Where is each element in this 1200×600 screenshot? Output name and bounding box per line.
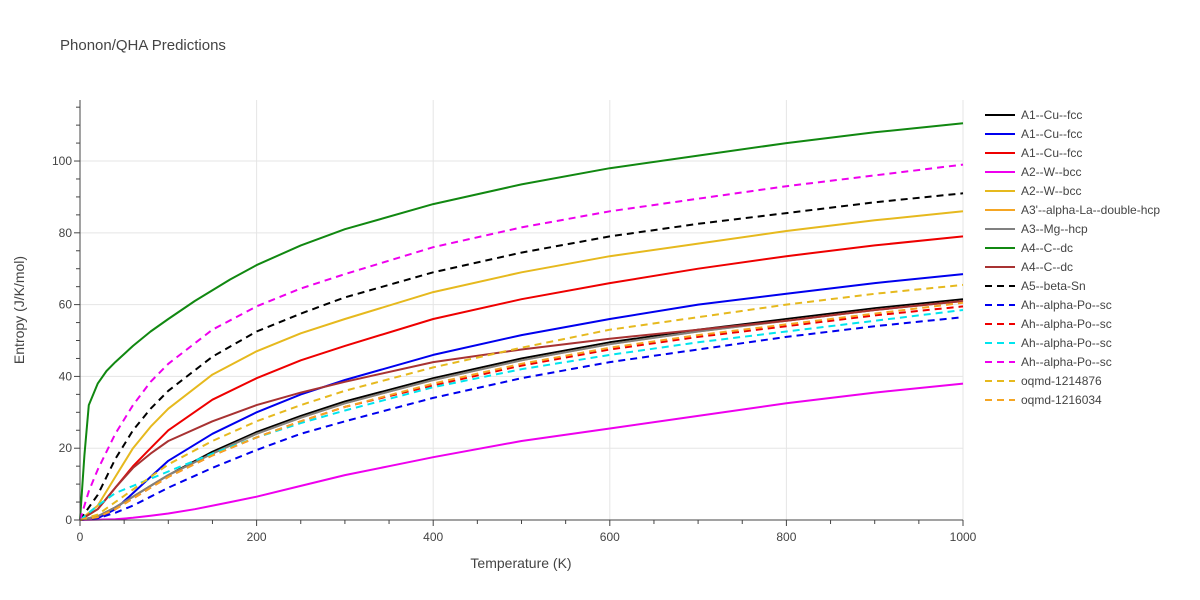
series-line-8	[79, 300, 964, 521]
legend-item[interactable]: A1--Cu--fcc	[985, 146, 1082, 160]
legend-label: A1--Cu--fcc	[1021, 108, 1082, 122]
series-line-14	[79, 283, 964, 521]
y-tick-label: 0	[65, 513, 72, 527]
y-axis-title: Entropy (J/K/mol)	[11, 256, 27, 364]
legend-item[interactable]: oqmd-1216034	[985, 393, 1102, 407]
legend-item[interactable]: A4--C--dc	[985, 241, 1073, 255]
legend-item[interactable]: A1--Cu--fcc	[985, 127, 1082, 141]
series-line-6	[79, 300, 964, 521]
legend-label: Ah--alpha-Po--sc	[1021, 355, 1112, 369]
x-tick-label: 200	[247, 530, 267, 544]
series-line-5	[79, 300, 964, 521]
series-line-7	[79, 122, 964, 521]
legend-label: A4--C--dc	[1021, 241, 1073, 255]
legend-label: Ah--alpha-Po--sc	[1021, 298, 1112, 312]
legend-label: A5--beta-Sn	[1021, 279, 1086, 293]
x-tick-label: 0	[77, 530, 84, 544]
legend-item[interactable]: Ah--alpha-Po--sc	[985, 355, 1112, 369]
series-line-13	[79, 163, 964, 521]
legend-item[interactable]: A3'--alpha-La--double-hcp	[985, 203, 1160, 217]
y-tick-label: 40	[59, 369, 73, 383]
y-tick-label: 60	[59, 298, 73, 312]
legend-item[interactable]: A2--W--bcc	[985, 165, 1081, 179]
legend-label: oqmd-1216034	[1021, 393, 1102, 407]
legend-label: A1--Cu--fcc	[1021, 127, 1082, 141]
legend-item[interactable]: A5--beta-Sn	[985, 279, 1086, 293]
series-line-15	[79, 301, 964, 521]
x-tick-label: 800	[776, 530, 796, 544]
legend-item[interactable]: A3--Mg--hcp	[985, 222, 1088, 236]
legend-label: A3--Mg--hcp	[1021, 222, 1088, 236]
legend: A1--Cu--fcc A1--Cu--fcc A1--Cu--fcc A2--W--…	[985, 108, 1160, 407]
grid	[80, 100, 964, 520]
legend-label: A4--C--dc	[1021, 260, 1073, 274]
legend-item[interactable]: Ah--alpha-Po--sc	[985, 317, 1112, 331]
chart-title: Phonon/QHA Predictions	[60, 37, 226, 54]
series-line-11	[79, 305, 964, 521]
series-layer	[79, 122, 964, 521]
legend-label: oqmd-1214876	[1021, 374, 1102, 388]
legend-label: A1--Cu--fcc	[1021, 146, 1082, 160]
series-line-12	[79, 309, 964, 521]
x-tick-label: 600	[600, 530, 620, 544]
legend-item[interactable]: A2--W--bcc	[985, 184, 1081, 198]
legend-label: A2--W--bcc	[1021, 184, 1081, 198]
legend-label: A3'--alpha-La--double-hcp	[1021, 203, 1160, 217]
series-line-2	[79, 235, 964, 521]
x-axis-title: Temperature (K)	[470, 555, 571, 571]
series-line-1	[79, 273, 964, 521]
legend-label: Ah--alpha-Po--sc	[1021, 317, 1112, 331]
y-tick-label: 80	[59, 226, 73, 240]
legend-label: Ah--alpha-Po--sc	[1021, 336, 1112, 350]
series-line-4	[79, 210, 964, 521]
series-line-10	[79, 316, 964, 521]
legend-item[interactable]: oqmd-1214876	[985, 374, 1102, 388]
axes	[74, 100, 964, 526]
x-tick-label: 1000	[950, 530, 977, 544]
y-tick-label: 100	[52, 154, 72, 168]
legend-item[interactable]: Ah--alpha-Po--sc	[985, 336, 1112, 350]
legend-item[interactable]: Ah--alpha-Po--sc	[985, 298, 1112, 312]
legend-item[interactable]: A1--Cu--fcc	[985, 108, 1082, 122]
series-line-0	[79, 298, 964, 521]
x-tick-label: 400	[423, 530, 443, 544]
tick-labels: 0 200 400 600 800 1000 0 20 40 60 80 100	[52, 154, 977, 544]
series-line-3	[79, 382, 964, 521]
y-tick-label: 20	[59, 441, 73, 455]
legend-item[interactable]: A4--C--dc	[985, 260, 1073, 274]
series-line-9	[79, 192, 964, 521]
legend-label: A2--W--bcc	[1021, 165, 1081, 179]
